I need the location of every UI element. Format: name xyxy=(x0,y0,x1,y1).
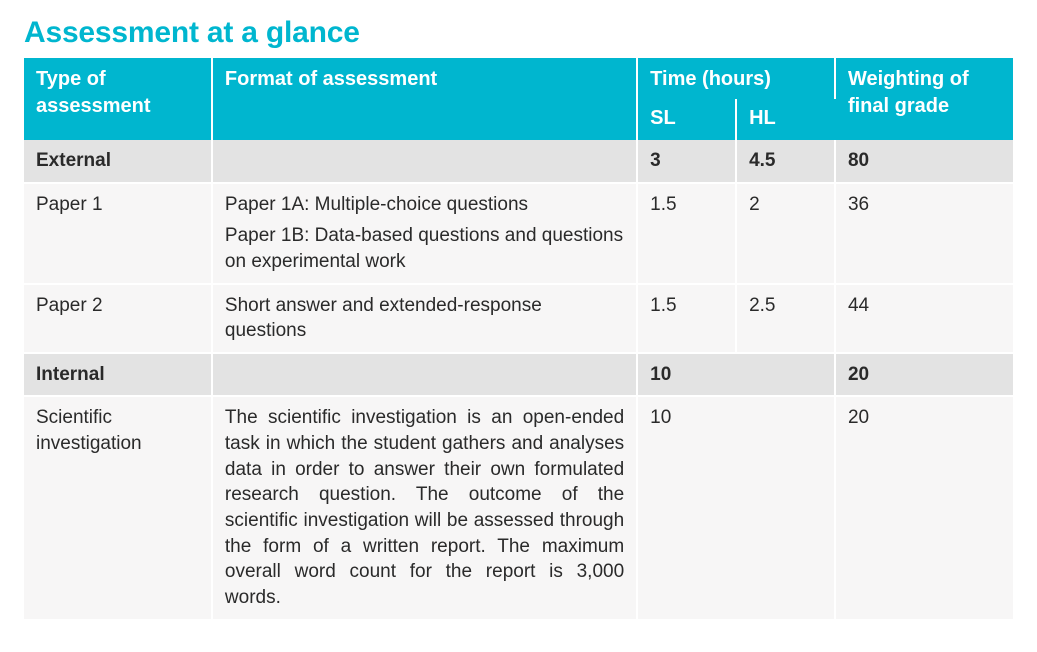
section-row: External 34.580 xyxy=(24,140,1013,183)
cell-type: Internal xyxy=(24,353,212,397)
header-time-group: Time (hours) xyxy=(637,58,835,99)
cell-format: The scientific investigation is an open-… xyxy=(212,396,637,618)
cell-hl: 2.5 xyxy=(736,284,835,353)
header-weighting: Weighting of final grade xyxy=(835,58,1013,140)
table-row: Scientific investigationThe scientific i… xyxy=(24,396,1013,618)
cell-weight: 44 xyxy=(835,284,1013,353)
cell-weight: 36 xyxy=(835,183,1013,284)
cell-format xyxy=(212,140,637,183)
cell-time-merged: 10 xyxy=(637,396,835,618)
cell-hl: 2 xyxy=(736,183,835,284)
cell-type: Paper 1 xyxy=(24,183,212,284)
cell-type: Paper 2 xyxy=(24,284,212,353)
cell-sl: 1.5 xyxy=(637,284,736,353)
assessment-table: Type of assessment Format of assessment … xyxy=(24,58,1013,619)
header-type: Type of assessment xyxy=(24,58,212,140)
table-header: Type of assessment Format of assessment … xyxy=(24,58,1013,140)
header-hl: HL xyxy=(736,99,835,140)
cell-weight: 80 xyxy=(835,140,1013,183)
header-format: Format of assessment xyxy=(212,58,637,140)
table-row: Paper 2Short answer and extended-respons… xyxy=(24,284,1013,353)
cell-sl: 1.5 xyxy=(637,183,736,284)
header-sl: SL xyxy=(637,99,736,140)
cell-hl: 4.5 xyxy=(736,140,835,183)
cell-format: Short answer and extended-response quest… xyxy=(212,284,637,353)
table-row: Paper 1Paper 1A: Multiple-choice questio… xyxy=(24,183,1013,284)
cell-weight: 20 xyxy=(835,396,1013,618)
cell-sl: 3 xyxy=(637,140,736,183)
cell-format xyxy=(212,353,637,397)
cell-weight: 20 xyxy=(835,353,1013,397)
section-row: Internal 1020 xyxy=(24,353,1013,397)
cell-format: Paper 1A: Multiple-choice questionsPaper… xyxy=(212,183,637,284)
page-title: Assessment at a glance xyxy=(24,16,1013,50)
cell-type: External xyxy=(24,140,212,183)
cell-time-merged: 10 xyxy=(637,353,835,397)
table-body: External34.580Paper 1Paper 1A: Multiple-… xyxy=(24,140,1013,619)
cell-type: Scientific investigation xyxy=(24,396,212,618)
